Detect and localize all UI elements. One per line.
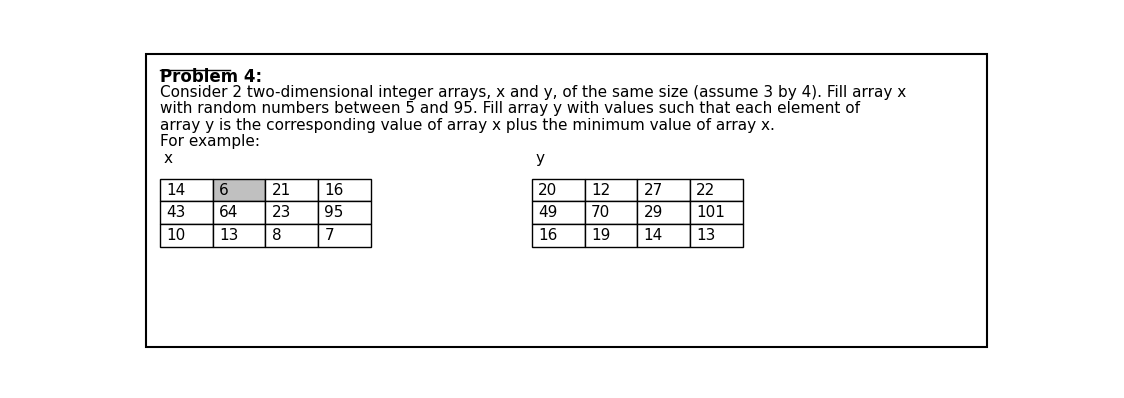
- Text: Consider 2 two-dimensional integer arrays, x and y, of the same size (assume 3 b: Consider 2 two-dimensional integer array…: [160, 85, 906, 100]
- Text: y: y: [536, 151, 545, 166]
- Bar: [212, 201, 265, 224]
- Text: 101: 101: [696, 205, 725, 220]
- Bar: [584, 201, 637, 224]
- Bar: [265, 179, 318, 201]
- Text: 70: 70: [591, 205, 610, 220]
- Text: 22: 22: [696, 183, 716, 197]
- Bar: [265, 224, 318, 247]
- Text: 27: 27: [644, 183, 663, 197]
- Text: array y is the corresponding value of array x plus the minimum value of array x.: array y is the corresponding value of ar…: [160, 118, 774, 133]
- Bar: [318, 179, 371, 201]
- Text: 14: 14: [644, 228, 663, 243]
- Bar: [637, 179, 690, 201]
- Text: 6: 6: [219, 183, 228, 197]
- Text: 49: 49: [538, 205, 558, 220]
- Text: For example:: For example:: [160, 135, 260, 149]
- Bar: [265, 201, 318, 224]
- Bar: [318, 201, 371, 224]
- Text: 16: 16: [538, 228, 558, 243]
- Text: Problem 4:: Problem 4:: [160, 68, 262, 86]
- Bar: [212, 224, 265, 247]
- Text: 12: 12: [591, 183, 610, 197]
- Text: 13: 13: [219, 228, 238, 243]
- Bar: [532, 201, 584, 224]
- Text: 19: 19: [591, 228, 610, 243]
- Bar: [584, 179, 637, 201]
- Bar: [160, 179, 212, 201]
- Text: 13: 13: [696, 228, 716, 243]
- Bar: [532, 179, 584, 201]
- Bar: [160, 224, 212, 247]
- Bar: [690, 179, 743, 201]
- Bar: [318, 224, 371, 247]
- Bar: [690, 224, 743, 247]
- Text: 16: 16: [325, 183, 344, 197]
- Bar: [637, 201, 690, 224]
- Text: x: x: [164, 151, 173, 166]
- Bar: [690, 201, 743, 224]
- Bar: [212, 179, 265, 201]
- Text: 43: 43: [166, 205, 185, 220]
- Text: 14: 14: [166, 183, 185, 197]
- Bar: [532, 224, 584, 247]
- Text: 20: 20: [538, 183, 558, 197]
- Bar: [637, 224, 690, 247]
- Text: 7: 7: [325, 228, 334, 243]
- Text: 10: 10: [166, 228, 185, 243]
- Text: 64: 64: [219, 205, 238, 220]
- Text: 29: 29: [644, 205, 663, 220]
- Text: 23: 23: [272, 205, 291, 220]
- Text: 95: 95: [325, 205, 344, 220]
- Bar: [160, 201, 212, 224]
- Text: 8: 8: [272, 228, 281, 243]
- Bar: [584, 224, 637, 247]
- Text: 21: 21: [272, 183, 291, 197]
- Text: with random numbers between 5 and 95. Fill array y with values such that each el: with random numbers between 5 and 95. Fi…: [160, 101, 860, 116]
